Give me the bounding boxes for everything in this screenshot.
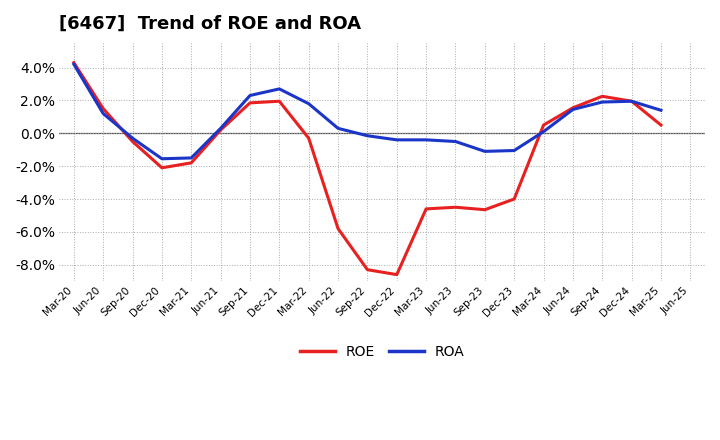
ROE <box>334 226 343 231</box>
ROA <box>158 156 166 161</box>
ROE <box>657 122 665 128</box>
ROE <box>392 272 401 277</box>
ROE <box>451 205 460 210</box>
ROA <box>539 129 548 134</box>
ROA <box>510 148 518 153</box>
ROE <box>246 100 254 106</box>
ROE <box>569 105 577 110</box>
ROE <box>158 165 166 170</box>
Text: [6467]  Trend of ROE and ROA: [6467] Trend of ROE and ROA <box>59 15 361 33</box>
Legend: ROE, ROA: ROE, ROA <box>294 340 470 365</box>
ROA <box>451 139 460 144</box>
ROE <box>128 139 137 144</box>
ROE <box>99 106 107 111</box>
ROA <box>99 111 107 116</box>
ROA <box>275 86 284 92</box>
ROA <box>334 126 343 131</box>
Line: ROE: ROE <box>74 62 661 275</box>
ROA <box>305 101 313 106</box>
ROE <box>422 206 431 212</box>
ROA <box>657 108 665 113</box>
ROA <box>246 93 254 98</box>
ROE <box>363 267 372 272</box>
ROE <box>510 196 518 202</box>
ROE <box>539 122 548 128</box>
ROA <box>187 155 196 161</box>
ROA <box>569 107 577 112</box>
ROA <box>128 136 137 141</box>
ROA <box>392 137 401 143</box>
ROE <box>627 99 636 104</box>
ROA <box>422 137 431 143</box>
ROA <box>216 126 225 131</box>
ROE <box>480 207 489 213</box>
ROA <box>480 149 489 154</box>
ROE <box>70 60 78 65</box>
ROE <box>187 160 196 165</box>
ROA <box>627 99 636 104</box>
ROA <box>598 99 606 105</box>
ROA <box>363 133 372 139</box>
ROE <box>216 127 225 132</box>
ROE <box>598 94 606 99</box>
ROE <box>275 99 284 104</box>
Line: ROA: ROA <box>74 64 661 159</box>
ROA <box>70 62 78 67</box>
ROE <box>305 136 313 141</box>
